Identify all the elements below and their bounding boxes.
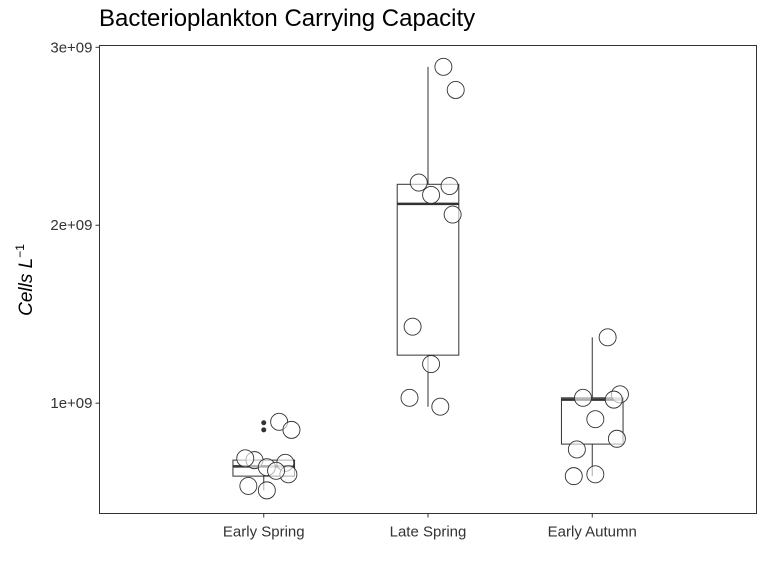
y-axis-title-superscript: −1: [13, 244, 27, 258]
box-outlier: [261, 420, 267, 426]
data-point: [400, 388, 419, 407]
data-point: [446, 81, 465, 99]
box-outlier: [261, 427, 267, 433]
x-axis: Early Spring Late Spring Early Autumn: [223, 513, 637, 541]
data-point: [586, 465, 605, 484]
data-point: [443, 205, 462, 224]
data-point: [422, 186, 441, 204]
y-axis-title-text: Cells L: [16, 258, 37, 316]
data-point: [567, 440, 586, 459]
jitter-points: [236, 57, 629, 500]
data-point: [604, 390, 623, 409]
data-point: [586, 410, 605, 429]
data-point: [607, 429, 626, 448]
data-point: [574, 388, 592, 407]
data-point: [431, 397, 450, 416]
x-tick-label: Early Spring: [223, 524, 305, 541]
data-point: [409, 173, 428, 192]
data-point: [267, 461, 286, 480]
y-tick-label: 3e+09: [50, 39, 92, 56]
y-axis: 1e+09 2e+09 3e+09: [50, 39, 100, 412]
data-point: [236, 449, 255, 468]
data-point: [239, 476, 258, 495]
data-point: [434, 57, 453, 76]
data-point: [564, 467, 583, 486]
x-tick-label: Late Spring: [390, 524, 467, 541]
data-point: [282, 420, 301, 439]
x-tick-label: Early Autumn: [548, 524, 637, 541]
data-point: [257, 481, 276, 500]
data-point: [440, 177, 459, 196]
y-axis-title: Cells L−1: [13, 244, 37, 316]
data-point: [598, 328, 617, 347]
data-point: [403, 317, 422, 336]
y-tick-label: 1e+09: [50, 395, 92, 412]
chart-title: Bacterioplankton Carrying Capacity: [99, 5, 476, 32]
data-point: [422, 355, 441, 373]
y-tick-label: 2e+09: [50, 217, 92, 234]
